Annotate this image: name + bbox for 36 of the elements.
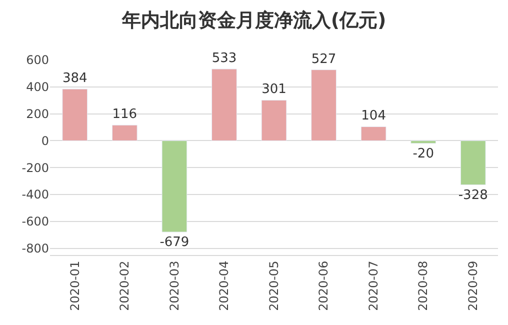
y-tick-label: 0 bbox=[41, 134, 49, 148]
data-label: 533 bbox=[212, 51, 237, 66]
x-tick-label: 2020-06 bbox=[316, 260, 331, 311]
y-tick-label: -200 bbox=[22, 160, 49, 175]
data-label: 116 bbox=[112, 107, 138, 122]
x-tick-label: 2020-05 bbox=[266, 260, 281, 311]
bar bbox=[261, 100, 287, 141]
x-tick-label: 2020-03 bbox=[167, 260, 182, 311]
data-label: -20 bbox=[412, 146, 434, 162]
data-label: -679 bbox=[160, 235, 190, 250]
bar bbox=[460, 140, 486, 186]
x-tick-label: 2020-09 bbox=[466, 260, 480, 311]
x-tick-label: 2020-02 bbox=[118, 260, 132, 311]
chart-title: 年内北向资金月度净流入(亿元) bbox=[120, 9, 386, 32]
bar bbox=[112, 124, 138, 141]
y-tick-label: -800 bbox=[22, 241, 49, 256]
data-label: 301 bbox=[262, 82, 286, 98]
y-tick-label: 400 bbox=[26, 80, 49, 94]
y-tick-label: 200 bbox=[26, 106, 49, 121]
data-label: 104 bbox=[361, 108, 386, 124]
x-tick-label: 2020-08 bbox=[416, 260, 430, 311]
y-tick-label: -600 bbox=[22, 214, 49, 229]
y-tick-label: -400 bbox=[22, 188, 49, 202]
x-tick-label: 2020-07 bbox=[366, 260, 380, 311]
bar bbox=[162, 140, 188, 232]
y-tick-label: 600 bbox=[26, 53, 49, 68]
data-label: 527 bbox=[311, 52, 336, 67]
x-tick-label: 2020-01 bbox=[68, 260, 82, 311]
data-label: 384 bbox=[62, 71, 88, 86]
bar bbox=[62, 88, 88, 141]
bar bbox=[311, 70, 336, 141]
data-label: -328 bbox=[458, 188, 488, 203]
bar bbox=[360, 126, 386, 141]
bar bbox=[410, 140, 436, 144]
bar bbox=[212, 68, 237, 141]
x-tick-label: 2020-04 bbox=[217, 260, 232, 311]
